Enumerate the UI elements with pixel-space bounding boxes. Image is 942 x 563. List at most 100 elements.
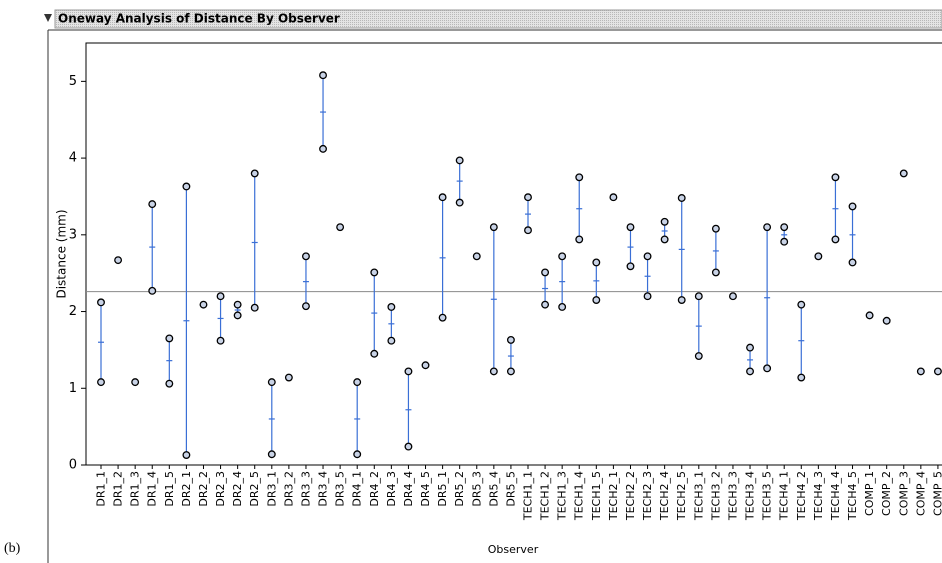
x-tick-label: TECH4_5 [846, 471, 859, 521]
x-tick-label: TECH3_4 [744, 471, 757, 521]
data-point [506, 367, 515, 376]
data-point [267, 378, 276, 387]
data-point [302, 252, 310, 261]
x-tick-label: TECH3_1 [692, 471, 705, 521]
x-tick-label: TECH3_5 [761, 471, 774, 521]
data-point [216, 292, 225, 301]
data-point [455, 198, 464, 207]
data-point [404, 442, 413, 451]
data-point [182, 182, 191, 191]
data-point [541, 268, 550, 277]
data-point [711, 224, 720, 233]
x-tick-label: DR4_5 [419, 471, 432, 507]
data-point [148, 200, 157, 209]
y-tick-label: 2 [69, 304, 77, 319]
data-point [780, 223, 789, 232]
data-point [336, 223, 345, 232]
x-tick-label: TECH2_2 [624, 471, 637, 521]
x-tick-label: DR3_4 [317, 471, 330, 507]
x-tick-label: DR5_5 [504, 471, 517, 507]
data-point [438, 193, 447, 202]
x-tick-label: TECH2_1 [607, 471, 620, 521]
x-tick-label: TECH3_2 [709, 471, 722, 521]
data-point [729, 292, 737, 301]
data-point [353, 450, 362, 459]
data-point [97, 298, 105, 307]
data-point [814, 252, 823, 261]
y-axis-label: Distance (mm) [55, 209, 69, 298]
x-tick-label: DR1_4 [146, 471, 159, 507]
x-tick-label: TECH4_4 [829, 471, 842, 521]
data-point [592, 296, 601, 304]
data-point [233, 311, 242, 320]
x-tick-label: TECH1_1 [522, 471, 535, 521]
data-point [216, 336, 225, 345]
x-tick-label: COMP_2 [880, 471, 893, 516]
x-tick-label: COMP_3 [897, 471, 910, 516]
x-tick-label: TECH1_4 [573, 471, 586, 521]
data-point [370, 349, 379, 358]
data-point [660, 217, 669, 226]
x-tick-label: DR5_3 [470, 471, 483, 507]
data-point [626, 223, 635, 232]
data-point [97, 378, 105, 387]
x-tick-label: DR4_3 [385, 471, 398, 507]
x-tick-label: TECH1_5 [590, 471, 603, 521]
data-point [558, 302, 567, 311]
y-tick-label: 0 [69, 458, 77, 473]
data-point [404, 367, 413, 376]
data-point [694, 352, 703, 360]
data-point [575, 235, 584, 244]
x-tick-label: COMP_1 [863, 471, 876, 516]
data-point [797, 300, 806, 309]
data-point [848, 202, 857, 211]
data-point [831, 173, 840, 182]
data-point [387, 336, 396, 345]
data-point [353, 378, 362, 387]
data-point [677, 296, 686, 304]
x-tick-label: DR4_4 [402, 471, 415, 507]
data-point [421, 361, 430, 370]
data-point [370, 268, 379, 277]
data-point [643, 252, 652, 261]
data-point [575, 173, 584, 182]
data-point [489, 367, 498, 376]
data-point [199, 300, 208, 309]
x-tick-label: DR5_2 [453, 471, 466, 507]
data-point [746, 367, 754, 376]
data-point [660, 235, 669, 244]
disclosure-icon[interactable] [44, 14, 52, 22]
data-point [797, 373, 806, 382]
x-tick-label: DR1_1 [95, 471, 108, 507]
panel-label: (b) [4, 541, 21, 556]
title-bar [54, 9, 942, 29]
data-point [319, 144, 327, 153]
x-tick-label: DR3_1 [265, 471, 278, 507]
x-tick-label: COMP_5 [931, 471, 942, 516]
x-tick-label: TECH2_3 [641, 471, 654, 521]
x-tick-label: DR1_5 [163, 471, 176, 507]
data-point [267, 450, 276, 459]
x-tick-label: TECH4_1 [778, 471, 791, 521]
data-point [182, 451, 191, 459]
plot-frame [85, 42, 942, 466]
x-tick-label: COMP_4 [914, 471, 927, 516]
chart-title: Oneway Analysis of Distance By Observer [58, 12, 340, 26]
data-point [114, 256, 123, 265]
x-tick-label: TECH3_3 [726, 471, 739, 521]
y-tick-label: 1 [69, 381, 77, 396]
y-tick-label: 5 [69, 74, 77, 89]
data-point [848, 258, 857, 267]
data-point [746, 343, 754, 352]
data-point [558, 252, 567, 261]
x-tick-label: DR3_2 [282, 471, 295, 507]
data-point [626, 262, 635, 271]
x-tick-label: DR2_3 [214, 471, 227, 507]
data-point [319, 71, 327, 80]
x-axis-label: Observer [488, 543, 539, 556]
x-tick-label: TECH2_4 [658, 471, 671, 521]
data-point [438, 313, 447, 322]
data-point [302, 302, 310, 311]
data-point [865, 311, 874, 320]
